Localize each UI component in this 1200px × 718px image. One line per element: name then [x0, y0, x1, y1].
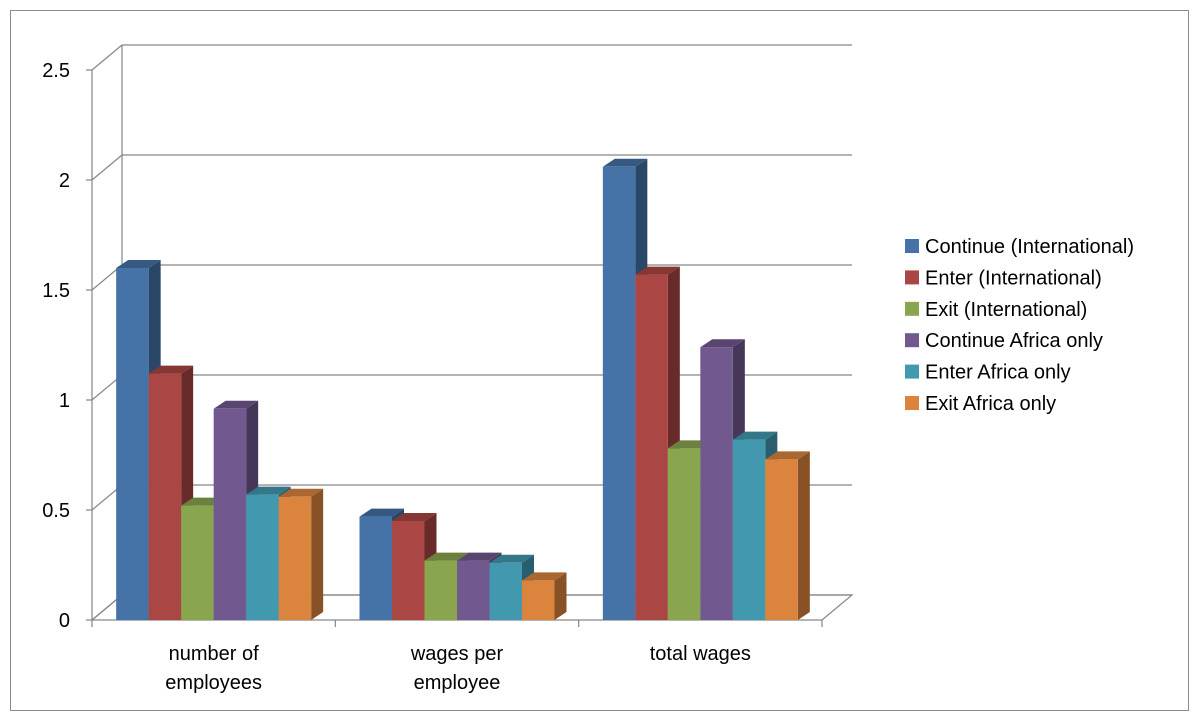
bar-front	[359, 516, 392, 620]
bar-side	[797, 451, 810, 620]
bar-top	[522, 572, 567, 581]
bar-front	[278, 496, 312, 620]
bar-top	[457, 552, 502, 561]
legend-item: Enter Africa only	[905, 362, 1071, 384]
legend-swatch	[905, 364, 919, 379]
legend-swatch	[905, 239, 919, 253]
legend-label: Enter (International)	[925, 267, 1102, 289]
legend-item: Continue Africa only	[905, 330, 1103, 352]
bar-front	[602, 166, 636, 621]
bar-front	[765, 459, 798, 620]
bar-top	[116, 260, 161, 268]
bar-front	[700, 347, 733, 620]
bar-front	[148, 373, 182, 620]
bar-top	[278, 488, 324, 497]
bar	[522, 572, 567, 620]
bar-front	[181, 505, 214, 620]
bar	[635, 266, 680, 620]
legend: Continue (International) Enter (Internati…	[905, 236, 1134, 415]
bar-top	[213, 400, 259, 409]
bars	[116, 158, 810, 621]
legend-swatch	[905, 396, 919, 410]
y-tick-label: 0.5	[42, 500, 70, 522]
legend-swatch	[905, 301, 919, 316]
legend-label: Enter Africa only	[925, 362, 1071, 384]
bar-top	[392, 513, 437, 521]
y-tick-label: 0	[59, 610, 70, 632]
bar-front	[213, 408, 247, 620]
bar-side	[554, 572, 567, 620]
legend-item: Exit (International)	[905, 299, 1087, 321]
legend-label: Exit Africa only	[925, 393, 1056, 415]
bar-front	[522, 580, 555, 620]
y-tick-label: 2.5	[42, 60, 70, 82]
legend-label: Continue Africa only	[925, 330, 1103, 352]
x-category-label-line: number of	[169, 643, 259, 665]
bar-top	[246, 486, 291, 495]
y-tick-label: 2	[59, 170, 70, 192]
bar-front	[635, 274, 668, 620]
bar-front	[457, 560, 490, 620]
x-category-label-line: employee	[414, 672, 501, 694]
bar-front	[667, 448, 701, 620]
bar-top	[424, 552, 469, 561]
bar-front	[392, 521, 425, 620]
x-category-label: wages per employee	[410, 643, 504, 694]
bar-top	[732, 431, 778, 440]
bar-top	[635, 266, 680, 275]
bar-top	[602, 158, 648, 167]
legend-item: Exit Africa only	[905, 393, 1056, 415]
gridline-side	[91, 154, 123, 181]
y-tick-label: 1.5	[42, 280, 70, 302]
bar-front	[424, 560, 457, 620]
bar-front	[246, 494, 279, 620]
legend-swatch	[905, 270, 919, 285]
y-axis: 0 0.5 1 1.5 2 2.5	[42, 60, 92, 632]
legend-item: Enter (International)	[905, 267, 1102, 289]
x-category-label: total wages	[650, 643, 751, 665]
x-category-label-line: employees	[165, 672, 262, 694]
x-axis: number of employees wages per employee total…	[91, 620, 823, 694]
x-category-label: number of employees	[165, 643, 262, 694]
bar	[278, 488, 324, 620]
bar-front	[489, 562, 522, 620]
y-tick-label: 1	[59, 390, 70, 412]
legend-item: Continue (International)	[905, 236, 1134, 258]
x-category-label-line: total wages	[650, 643, 751, 665]
bar-top	[489, 554, 534, 563]
bar-top	[700, 339, 745, 348]
legend-label: Exit (International)	[925, 299, 1087, 321]
bar-front	[116, 268, 149, 620]
bar-top	[359, 508, 404, 517]
legend-swatch	[905, 333, 919, 348]
bar-top	[148, 365, 194, 374]
x-category-label-line: wages per	[410, 643, 504, 665]
gridline-side	[91, 44, 123, 71]
bar-front	[732, 439, 766, 620]
legend-label: Continue (International)	[925, 236, 1134, 258]
bar	[765, 451, 810, 620]
bar-side	[311, 488, 324, 620]
bar-top	[765, 451, 810, 460]
